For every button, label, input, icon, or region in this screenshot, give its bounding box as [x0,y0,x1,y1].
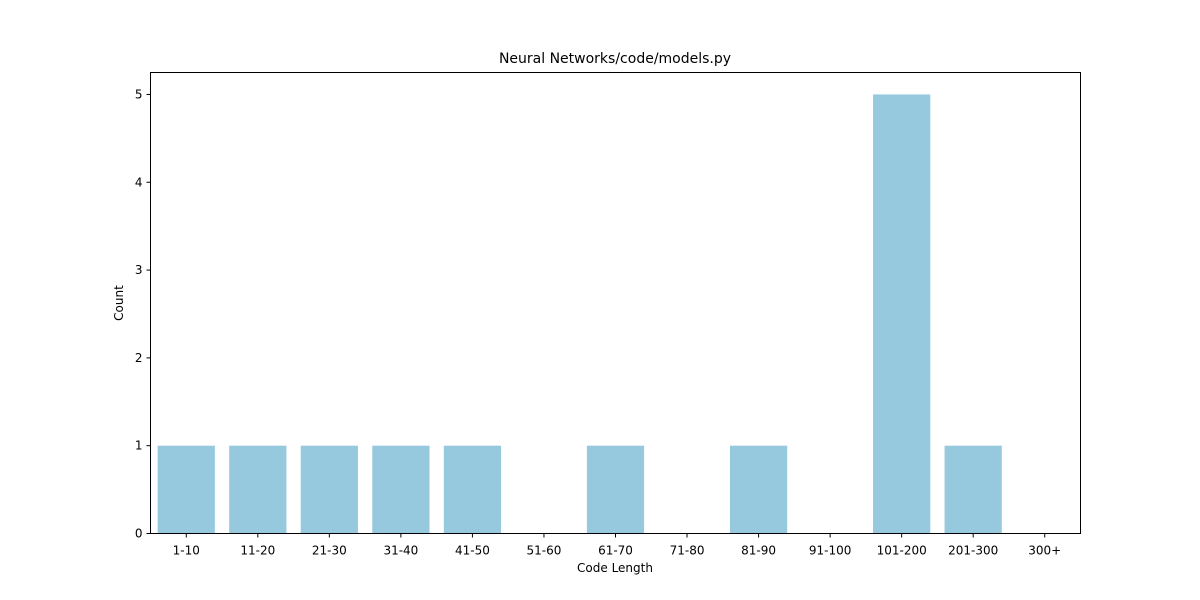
bar-31-40 [372,445,430,534]
x-tick-label: 31-40 [383,544,418,558]
x-tick-label: 201-300 [948,544,998,558]
x-tick-label: 41-50 [455,544,490,558]
y-tick-label: 0 [135,527,143,541]
x-tick-label: 21-30 [312,544,347,558]
y-tick-label: 3 [135,263,143,277]
bar-41-50 [443,445,502,534]
bars-layer [157,94,1002,534]
bar-21-30 [300,445,358,534]
bar-101-200 [873,94,931,534]
x-tick-label: 51-60 [527,544,562,558]
x-tick-label: 1-10 [173,544,200,558]
bar-1-10 [157,445,215,534]
x-axis-label: Code Length [577,561,653,575]
bar-61-70 [586,445,645,534]
x-tick-label: 300+ [1028,544,1061,558]
chart-title: Neural Networks/code/models.py [499,51,731,67]
x-tick-label: 11-20 [240,544,275,558]
x-tick-label: 71-80 [670,544,705,558]
x-tick-label: 91-100 [809,544,852,558]
y-axis-label: Count [112,285,126,321]
y-tick-label: 1 [135,439,143,453]
y-tick-label: 2 [135,351,143,365]
x-tick-label: 61-70 [598,544,633,558]
y-tick-label: 5 [135,87,143,101]
y-axis-ticks: 0 1 2 3 4 5 [135,87,151,541]
y-tick-label: 4 [135,175,143,189]
x-axis-ticks: 1-10 11-20 21-30 31-40 41-50 51-60 61-70 71-80 8… [173,533,1061,558]
x-tick-label: 101-200 [877,544,927,558]
plot-frame [150,72,1081,534]
x-tick-label: 81-90 [741,544,776,558]
bar-81-90 [729,445,788,534]
bar-11-20 [229,445,287,534]
bar-201-300 [944,445,1002,534]
